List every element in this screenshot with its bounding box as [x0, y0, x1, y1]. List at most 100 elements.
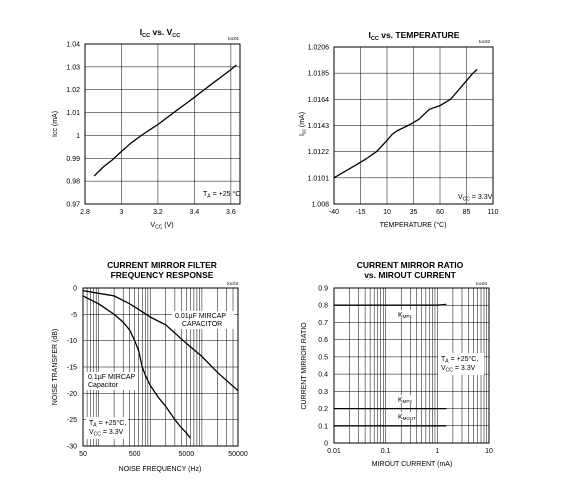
chart1-y-tick: 0.97 — [66, 202, 80, 209]
chart4-y-tick: 0.9 — [318, 286, 328, 293]
chart3-series-001uf — [82, 289, 239, 392]
chart1-y-label: Icc (mA) — [52, 111, 59, 137]
chart2-y-tick: 1.0206 — [308, 45, 330, 52]
chart3-label-01uf-line1: 0.1µF MIRCAP — [88, 374, 136, 381]
chart4-y-tick: 0.2 — [318, 406, 328, 413]
chart2-series-icc — [333, 68, 478, 179]
chart2-y-tick: 1.008 — [311, 202, 329, 209]
chart1-x-tick: 3.4 — [190, 209, 200, 216]
chart3-y-tick: -10 — [67, 338, 77, 345]
chart4-y-tick: 0.7 — [318, 320, 328, 327]
chart4-y-tick: 0.4 — [318, 372, 328, 379]
chart3-label-001uf-line2: CAPACITOR — [182, 321, 222, 328]
chart3-y-label: NOISE TRANSFER (dB) — [52, 329, 59, 406]
chart4-title-line2: vs. MIROUT CURRENT — [364, 270, 456, 280]
chart3-x-tick: 50 — [79, 451, 87, 458]
chart1-y-tick: 1.01 — [66, 110, 80, 117]
chart-mirror-filter-response: CURRENT MIRROR FILTER FREQUENCY RESPONSE… — [52, 260, 248, 473]
chart1-y-tick: 1.03 — [66, 64, 80, 71]
chart3-annotation-line2: VCC = 3.3V — [89, 429, 124, 438]
chart2-x-tick: -40 — [329, 209, 339, 216]
chart4-title-line1: CURRENT MIRROR RATIO — [357, 260, 464, 270]
chart4-kmout-bg — [397, 412, 415, 420]
chart2-y-tick: 1.0185 — [308, 71, 330, 78]
chart2-x-label: TEMPERATURE (°C) — [380, 221, 447, 229]
chart3-y-tick: -30 — [67, 444, 77, 451]
chart4-y-tick: 0.3 — [318, 389, 328, 396]
chart4-y-tick: 0.5 — [318, 354, 328, 361]
chart3-label-01uf-line2: Capacitor — [88, 382, 119, 389]
chart2-x-ticks: -40 -15 10 35 60 85 110 — [329, 209, 499, 216]
chart3-label1-bg — [172, 311, 234, 329]
chart4-x-label: MIROUT CURRENT (mA) — [372, 461, 453, 468]
chart1-annotation: TA = +25 °C — [203, 190, 240, 200]
chart2-x-tick: 110 — [487, 209, 498, 216]
chart2-y-tick: 1.0101 — [308, 175, 330, 182]
chart2-x-tick: 60 — [436, 209, 444, 216]
chart4-annotation-bg — [438, 353, 484, 375]
chart2-x-tick: 35 — [410, 209, 418, 216]
chart1-x-tick: 3.6 — [226, 209, 236, 216]
chart4-plot-area — [333, 287, 490, 444]
chart1-title: ICC vs. VCC — [140, 27, 181, 39]
chart2-y-tick: 1.0143 — [308, 123, 330, 130]
chart4-kmp1-bg — [397, 310, 413, 318]
chart4-annotation-line2: VCC = 3.3V — [441, 365, 476, 374]
chart2-code: toc02 — [479, 39, 491, 44]
chart3-series-01uf — [82, 295, 191, 439]
chart4-y-tick: 0.6 — [318, 337, 328, 344]
chart2-x-tick: 85 — [463, 209, 471, 216]
chart3-label-001uf-line1: 0.01µF MIRCAP — [175, 313, 226, 320]
chart3-x-label: NOISE FREQUENCY (Hz) — [119, 466, 202, 473]
chart3-plot-area — [82, 287, 239, 447]
chart1-y-tick: 1.04 — [66, 42, 80, 49]
chart2-y-tick: 1.0164 — [308, 97, 330, 104]
chart4-kmp2-bg — [397, 395, 413, 403]
chart3-label2-bg — [85, 372, 135, 390]
chart1-code: toc01 — [228, 36, 240, 41]
chart4-label-kmout: KMOUT — [398, 414, 416, 421]
chart1-y-tick: 1 — [76, 133, 80, 140]
chart3-x-ticks: 50 500 5000 50000 — [79, 451, 248, 458]
chart1-x-tick: 3 — [120, 209, 124, 216]
chart3-title-line1: CURRENT MIRROR FILTER — [107, 260, 217, 270]
chart4-label-kmp2: KMP2 — [398, 397, 412, 404]
chart3-x-tick: 500 — [129, 451, 141, 458]
chart1-x-tick: 3.2 — [153, 209, 163, 216]
chart-mirror-ratio: CURRENT MIRROR RATIO vs. MIROUT CURRENT … — [301, 260, 493, 468]
chart3-annotation-line1: TA = +25°C, — [89, 419, 126, 429]
chart4-x-tick: 1 — [435, 448, 439, 455]
chart1-y-ticks: 1.04 1.03 1.02 1.01 1 0.99 0.98 0.97 — [66, 42, 80, 209]
chart3-annotation-bg — [86, 417, 128, 439]
chart1-series-icc — [93, 64, 237, 177]
chart4-x-tick: 0.01 — [327, 448, 341, 455]
chart1-y-tick: 1.02 — [66, 87, 80, 94]
chart4-y-tick: 0.8 — [318, 303, 328, 310]
chart3-y-tick: -20 — [67, 391, 77, 398]
chart3-y-ticks: 0 -5 -10 -15 -20 -25 -30 — [67, 286, 77, 451]
chart4-series-kmp1 — [334, 303, 447, 306]
chart3-title-line2: FREQUENCY RESPONSE — [111, 270, 214, 280]
chart3-y-tick: -15 — [67, 365, 77, 372]
chart1-x-label: VCC (V) — [150, 222, 173, 231]
chart3-y-tick: -5 — [71, 312, 77, 319]
chart2-annotation: VCC = 3.3V — [458, 194, 493, 203]
chart3-y-tick: 0 — [73, 286, 77, 293]
chart2-x-tick: 10 — [383, 209, 391, 216]
chart2-y-tick: 1.0122 — [308, 149, 330, 156]
chart1-grid — [85, 44, 240, 204]
chart4-y-label: CURRENT MIRROR RATIO — [301, 322, 308, 410]
chart3-y-tick: -25 — [67, 417, 77, 424]
chart4-label-kmp1: KMP1 — [398, 312, 412, 319]
chart4-code: toc04 — [476, 281, 488, 286]
chart-icc-vs-vcc: ICC vs. VCC toc01 1.04 1.03 1.02 1.01 1 0.99 0… — [52, 27, 241, 231]
chart4-y-tick: 0.1 — [318, 423, 328, 430]
chart1-plot-area — [84, 43, 241, 205]
chart3-x-tick: 50000 — [228, 451, 248, 458]
chart3-x-tick: 5000 — [179, 451, 195, 458]
chart-icc-vs-temperature: ICC vs. TEMPERATURE toc02 1.02061.01851.… — [299, 30, 499, 229]
chart1-x-tick: 2.8 — [80, 209, 90, 216]
chart2-plot-area — [333, 46, 494, 205]
chart1-y-tick: 0.98 — [66, 179, 80, 186]
